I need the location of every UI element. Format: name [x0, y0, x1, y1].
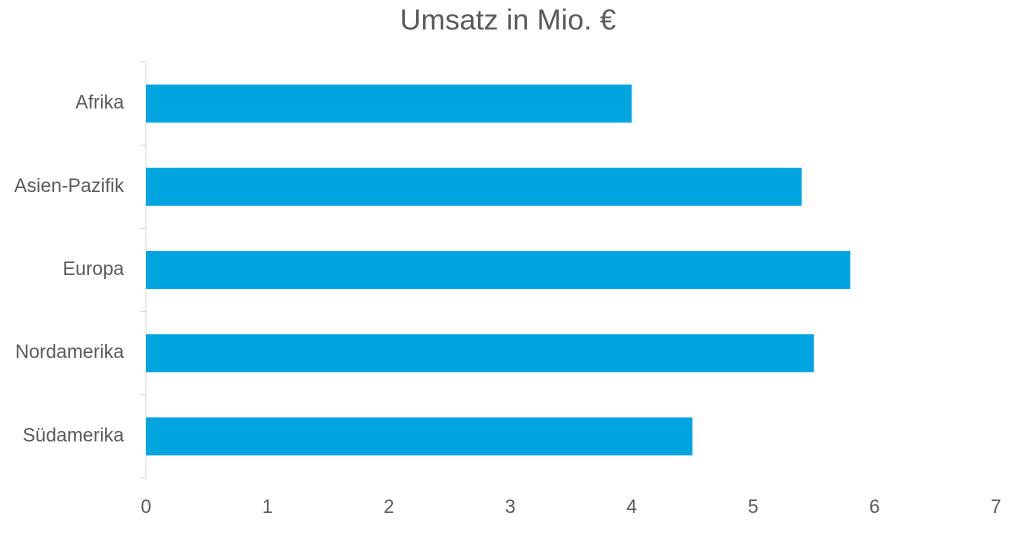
x-tick-label: 5	[748, 497, 759, 518]
bar	[146, 251, 851, 289]
y-tick-label: Südamerika	[23, 425, 125, 446]
chart-title: Umsatz in Mio. €	[400, 5, 616, 37]
x-tick-label: 0	[141, 497, 152, 518]
y-tick-label: Afrika	[75, 93, 124, 114]
bar	[146, 84, 632, 123]
x-tick-label: 1	[262, 497, 273, 518]
y-tick-label: Asien-Pazifik	[14, 176, 124, 197]
x-tick-label: 7	[991, 497, 1002, 518]
bar	[146, 167, 802, 206]
x-tick-label: 6	[869, 497, 880, 518]
y-tick-label: Europa	[63, 259, 125, 280]
bar	[146, 417, 693, 456]
x-tick-label: 3	[505, 497, 516, 518]
x-tick-label: 4	[626, 497, 637, 518]
bar	[146, 334, 814, 373]
x-tick-label: 2	[384, 497, 395, 518]
y-tick-label: Nordamerika	[15, 342, 124, 363]
